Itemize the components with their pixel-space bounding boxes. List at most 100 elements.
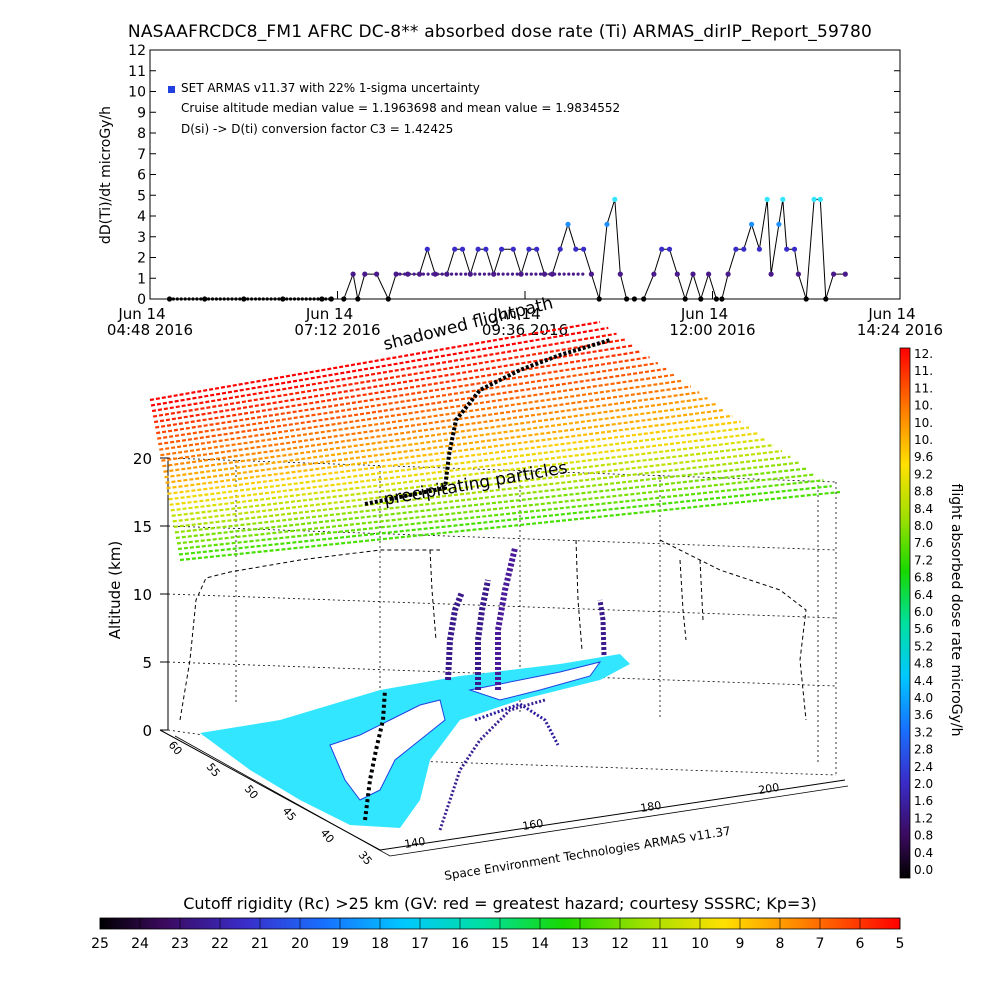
dose-rate-point bbox=[312, 297, 316, 301]
dose-rate-point bbox=[733, 246, 739, 252]
dose-rate-point bbox=[355, 296, 361, 302]
sheet-line bbox=[171, 444, 774, 517]
dose-rate-point bbox=[374, 271, 380, 277]
dose-rate-point bbox=[459, 246, 466, 252]
dose-rate-point bbox=[187, 297, 191, 301]
dose-rate-point bbox=[506, 272, 510, 276]
colorbar-tick: 0.4 bbox=[914, 846, 933, 860]
ztick-label: 5 bbox=[142, 654, 152, 672]
ytick-label: 10 bbox=[128, 85, 146, 101]
dose-rate-point bbox=[222, 297, 226, 301]
dose-rate-point bbox=[780, 196, 786, 202]
dose-rate-point bbox=[350, 271, 356, 277]
flight-track-d bbox=[597, 599, 607, 656]
dose-rate-point bbox=[674, 271, 680, 277]
colorbar-tick: 4.4 bbox=[914, 674, 933, 688]
dose-rate-point bbox=[588, 271, 595, 277]
dose-rate-point bbox=[764, 196, 770, 202]
colorbar-label: flight absorbed dose rate microGy/h bbox=[948, 484, 964, 737]
lon-tick-label: 160 bbox=[521, 817, 544, 833]
sheet-line bbox=[157, 361, 659, 440]
dose-rate-point bbox=[183, 297, 187, 301]
dose-rate-point bbox=[452, 246, 458, 252]
dose-rate-point bbox=[464, 272, 468, 276]
xtick-label-line2: 04:48 2016 bbox=[107, 321, 193, 339]
dose-rate-point bbox=[385, 296, 391, 302]
rigidity-tick-label: 24 bbox=[131, 936, 149, 952]
rigidity-tick-label: 20 bbox=[291, 936, 309, 952]
dose-rate-point bbox=[300, 297, 304, 301]
dose-rate-point bbox=[440, 272, 444, 276]
dose-rate-point bbox=[398, 272, 402, 276]
colorbar-tick: 4.0 bbox=[914, 691, 933, 705]
xtick-label-line2: 14:24 2016 bbox=[857, 321, 943, 339]
colorbar-tick: 8.4 bbox=[914, 502, 933, 516]
dose-rate-point bbox=[478, 272, 482, 276]
dose-rate-point bbox=[534, 272, 538, 276]
dose-rate-point bbox=[795, 271, 802, 277]
lat-tick-label: 50 bbox=[242, 783, 261, 802]
dose-rate-point bbox=[666, 246, 673, 252]
dose-rate-point bbox=[210, 297, 215, 301]
dose-rate-point bbox=[265, 297, 269, 301]
dose-rate-point bbox=[534, 246, 540, 252]
dose-rate-point bbox=[499, 246, 505, 252]
dose-rate-point bbox=[304, 297, 308, 301]
sheet-line bbox=[149, 320, 601, 402]
dose-rate-point bbox=[362, 271, 368, 277]
dose-rate-point bbox=[269, 297, 273, 301]
rigidity-tick-label: 9 bbox=[736, 936, 745, 952]
rigidity-tick-label: 22 bbox=[211, 936, 229, 952]
dose-rate-point bbox=[641, 296, 647, 302]
dose-rate-point bbox=[768, 271, 774, 277]
shadow-right-wall bbox=[659, 539, 807, 721]
colorbar-tick: 10. bbox=[914, 416, 933, 430]
sheet-line bbox=[150, 326, 609, 407]
shadow-left-wall bbox=[179, 549, 440, 721]
sheet-line bbox=[170, 438, 766, 512]
dose-rate-point bbox=[749, 221, 755, 227]
dose-rate-point bbox=[459, 272, 463, 276]
radiation-sheet bbox=[149, 320, 841, 562]
dose-rate-point bbox=[617, 271, 623, 277]
dose-rate-point bbox=[526, 246, 532, 252]
sheet-line bbox=[156, 356, 650, 435]
dose-rate-point bbox=[320, 297, 324, 301]
sheet-line bbox=[158, 367, 667, 446]
dose-rate-point bbox=[426, 272, 430, 276]
sheet-line bbox=[168, 426, 750, 501]
dose-rate-point bbox=[407, 272, 411, 276]
dose-rate-point bbox=[543, 272, 547, 276]
dose-rate-point bbox=[308, 297, 312, 301]
map-land-1 bbox=[329, 699, 446, 801]
colorbar-tick: 7.6 bbox=[914, 536, 933, 550]
label-precipitating-particles: precipitating particles bbox=[382, 458, 569, 510]
colorbar-tick: 0.0 bbox=[914, 863, 933, 877]
colorbar-tick: 10. bbox=[914, 399, 933, 413]
dose-rate-point bbox=[195, 297, 199, 301]
dose-rate-point bbox=[424, 246, 430, 252]
sheet-line bbox=[177, 479, 824, 551]
ytick-label: 8 bbox=[137, 126, 146, 142]
dose-rate-point bbox=[784, 246, 790, 252]
ztick-label: 0 bbox=[142, 722, 152, 740]
dose-rate-point bbox=[487, 272, 491, 276]
sheet-line bbox=[153, 344, 634, 424]
xtick-label-line1: Jun 14 bbox=[305, 305, 353, 323]
dose-rate-point bbox=[454, 272, 458, 276]
colorbar-tick: 6.8 bbox=[914, 571, 933, 585]
ytick-label: 6 bbox=[137, 168, 146, 184]
dose-rate-point bbox=[596, 296, 602, 302]
dose-rate-point bbox=[432, 271, 438, 277]
sheet-line bbox=[155, 350, 642, 429]
dose-rate-point bbox=[277, 297, 281, 301]
rigidity-tick-label: 17 bbox=[411, 936, 429, 952]
dose-rate-point bbox=[698, 296, 704, 302]
rigidity-tick-label: 8 bbox=[776, 936, 785, 952]
dose-rate-point bbox=[496, 272, 500, 276]
ytick-label: 12 bbox=[128, 43, 146, 59]
dose-rate-point bbox=[468, 272, 472, 276]
colorbar-tick: 2.0 bbox=[914, 777, 933, 791]
ytick-label: 9 bbox=[137, 105, 146, 121]
dose-rate-point bbox=[292, 297, 297, 301]
